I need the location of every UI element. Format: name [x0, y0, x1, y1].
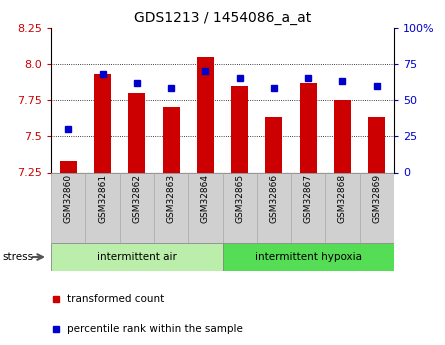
Title: GDS1213 / 1454086_a_at: GDS1213 / 1454086_a_at [134, 11, 311, 25]
Text: GSM32860: GSM32860 [64, 174, 73, 223]
Bar [265, 117, 283, 172]
Bar [368, 117, 385, 172]
Text: stress: stress [2, 252, 33, 262]
Text: GSM32865: GSM32865 [235, 174, 244, 223]
Bar [334, 100, 351, 172]
Bar [222, 172, 257, 243]
Text: GSM32867: GSM32867 [303, 174, 313, 223]
Bar [231, 86, 248, 172]
Bar [162, 107, 180, 172]
Bar [51, 172, 85, 243]
Text: GSM32864: GSM32864 [201, 174, 210, 223]
Text: GSM32868: GSM32868 [338, 174, 347, 223]
Bar [60, 161, 77, 172]
Text: GSM32861: GSM32861 [98, 174, 107, 223]
Text: transformed count: transformed count [67, 294, 164, 304]
Text: GSM32863: GSM32863 [166, 174, 176, 223]
Bar [325, 172, 360, 243]
FancyBboxPatch shape [51, 243, 223, 271]
Text: percentile rank within the sample: percentile rank within the sample [67, 325, 243, 334]
FancyBboxPatch shape [222, 243, 394, 271]
Bar [154, 172, 188, 243]
Text: GSM32866: GSM32866 [269, 174, 279, 223]
Bar [128, 93, 146, 172]
Text: GSM32862: GSM32862 [132, 174, 142, 223]
Text: intermittent air: intermittent air [97, 252, 177, 262]
Bar [94, 74, 111, 172]
Bar [299, 83, 317, 172]
Text: intermittent hypoxia: intermittent hypoxia [255, 252, 362, 262]
Bar [188, 172, 222, 243]
Bar [120, 172, 154, 243]
Bar [257, 172, 291, 243]
Bar [360, 172, 394, 243]
Bar [197, 57, 214, 172]
Bar [291, 172, 325, 243]
Bar [85, 172, 120, 243]
Text: GSM32869: GSM32869 [372, 174, 381, 223]
